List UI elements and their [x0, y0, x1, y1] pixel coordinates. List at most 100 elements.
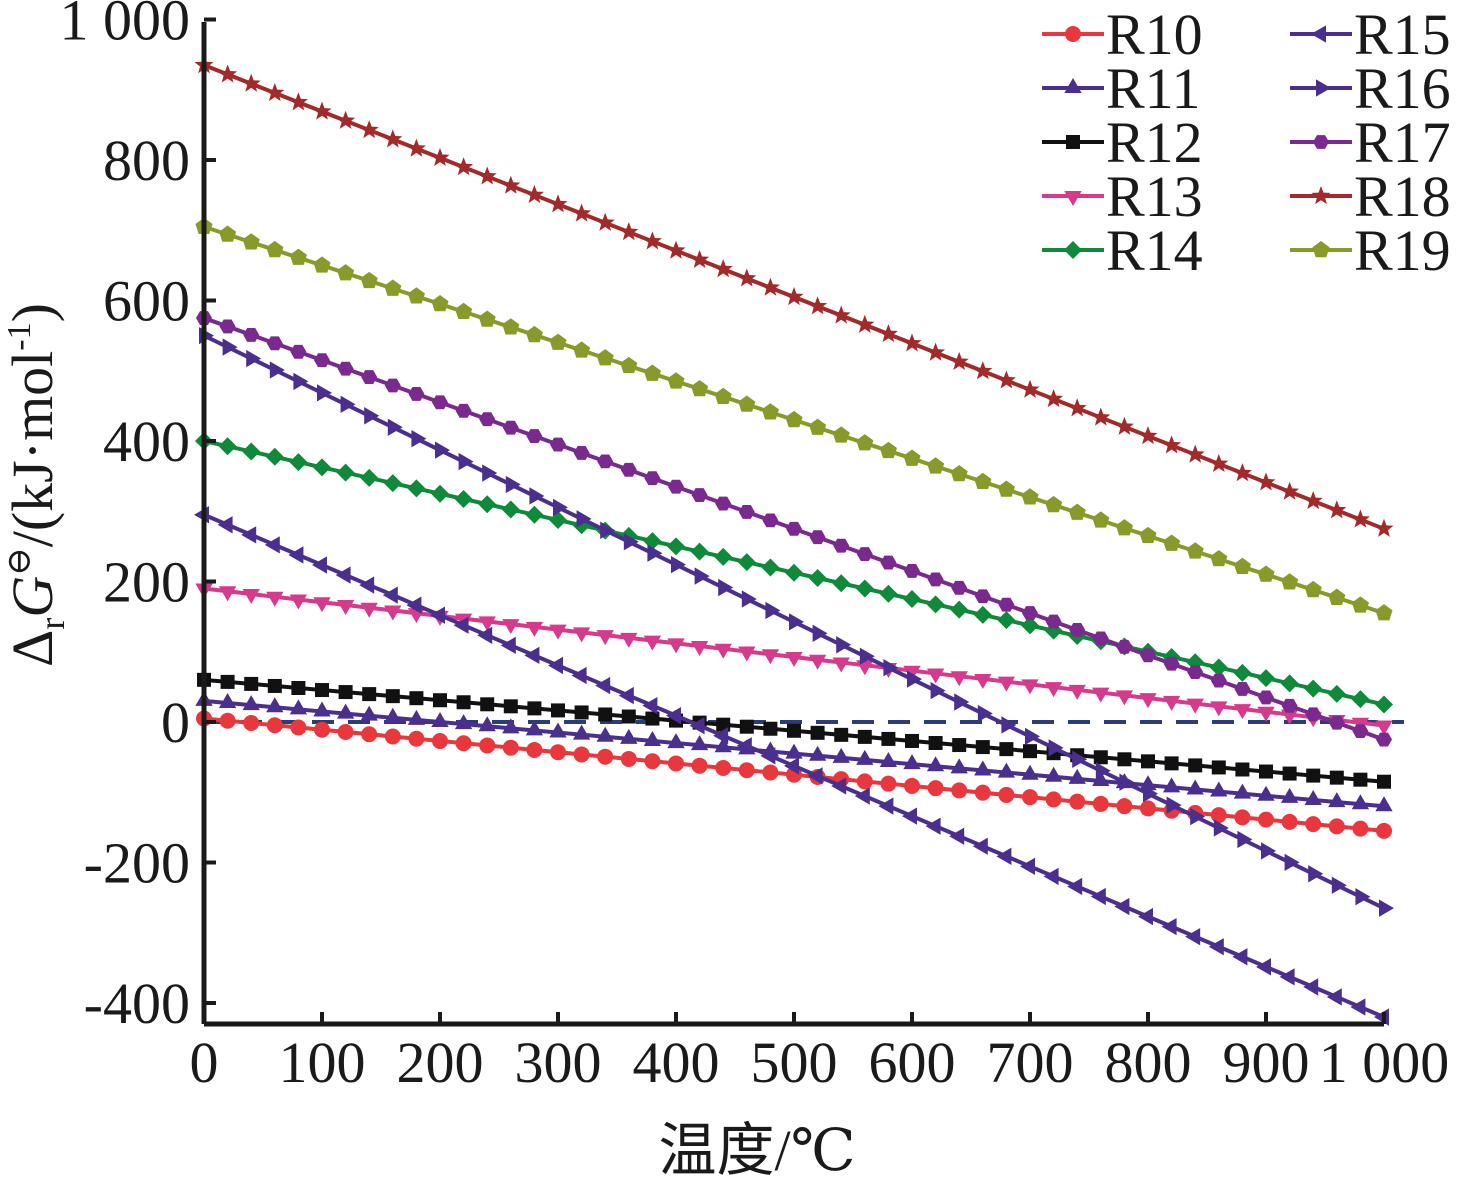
- data-point-R13: [549, 624, 567, 640]
- data-point-R17: [668, 479, 684, 494]
- x-axis-title: 温度/℃: [659, 1118, 856, 1181]
- data-point-R19: [1351, 596, 1369, 613]
- data-point-R13: [525, 621, 544, 637]
- data-point-R18: [477, 166, 497, 185]
- data-point-R13: [620, 632, 638, 648]
- data-point-R18: [926, 342, 946, 361]
- data-point-R13: [1233, 704, 1252, 720]
- legend-swatch-marker: [1065, 26, 1081, 42]
- data-point-R12: [1377, 774, 1391, 789]
- data-point-R10: [1140, 800, 1156, 817]
- y-axis-title-sup: ⊖: [1, 547, 38, 576]
- data-point-R14: [690, 542, 709, 561]
- data-point-R18: [1162, 435, 1182, 454]
- data-point-R11: [832, 747, 850, 763]
- data-point-R17: [1022, 606, 1038, 621]
- data-point-R11: [1328, 792, 1346, 808]
- data-point-R12: [810, 725, 825, 740]
- data-point-R13: [1115, 690, 1134, 706]
- data-point-R18: [359, 120, 379, 139]
- legend-swatch-marker: [1064, 191, 1082, 206]
- data-point-R16: [1331, 876, 1347, 894]
- data-point-R12: [220, 674, 235, 689]
- data-point-R18: [690, 249, 710, 268]
- data-point-R14: [1021, 616, 1039, 635]
- data-point-R11: [242, 695, 260, 711]
- data-point-R15: [854, 787, 870, 805]
- data-point-R12: [1235, 762, 1250, 777]
- y-axis-title-sub: r: [32, 618, 72, 630]
- data-point-R18: [524, 184, 544, 204]
- data-point-R18: [1138, 426, 1158, 445]
- data-point-R12: [787, 723, 801, 738]
- data-point-R11: [643, 730, 662, 746]
- data-point-R17: [337, 361, 354, 376]
- data-point-R12: [385, 689, 400, 704]
- data-point-R14: [289, 453, 308, 472]
- data-point-R13: [1068, 684, 1086, 700]
- data-point-R10: [1092, 795, 1109, 812]
- series-R15: [194, 506, 1389, 1026]
- data-point-R10: [479, 737, 496, 754]
- data-point-R17: [479, 412, 496, 427]
- data-point-R18: [808, 296, 828, 315]
- data-point-R17: [738, 505, 755, 519]
- data-point-R14: [667, 537, 685, 556]
- data-point-R14: [478, 495, 497, 514]
- data-point-R12: [480, 697, 495, 712]
- data-point-R10: [1328, 818, 1345, 835]
- data-point-R15: [1020, 857, 1035, 876]
- data-point-R18: [1280, 481, 1300, 500]
- data-point-R12: [1188, 758, 1203, 773]
- data-point-R16: [907, 670, 922, 688]
- data-point-R15: [902, 807, 917, 825]
- data-point-R11: [1351, 794, 1370, 810]
- data-point-R15: [1185, 928, 1201, 946]
- data-point-R18: [1256, 472, 1276, 491]
- legend-item-R18: R18: [1290, 164, 1451, 229]
- data-point-R16: [222, 338, 238, 356]
- legend-item-R11: R11: [1042, 56, 1201, 121]
- data-point-R12: [527, 701, 542, 716]
- series-R14: [195, 432, 1393, 714]
- data-point-R10: [573, 746, 590, 763]
- data-point-R16: [387, 418, 403, 436]
- legend-label: R14: [1106, 218, 1203, 283]
- data-point-R14: [218, 437, 237, 456]
- data-point-R16: [623, 533, 639, 551]
- data-point-R19: [573, 341, 591, 358]
- legend-swatch-marker: [1066, 135, 1080, 149]
- data-point-R17: [361, 370, 378, 384]
- data-point-R13: [1162, 695, 1181, 711]
- data-point-R15: [312, 556, 327, 574]
- data-point-R11: [1044, 766, 1063, 782]
- data-point-R19: [620, 356, 638, 374]
- data-point-R17: [1281, 698, 1298, 713]
- data-point-R19: [1186, 542, 1204, 559]
- data-point-R16: [340, 395, 356, 413]
- data-point-R10: [337, 723, 354, 740]
- data-point-R19: [856, 434, 874, 451]
- data-point-R13: [1280, 709, 1299, 725]
- data-point-R13: [1139, 693, 1157, 709]
- data-point-R10: [1258, 811, 1274, 828]
- data-point-R17: [904, 564, 920, 578]
- data-point-R16: [317, 384, 332, 402]
- legend-swatch-marker: [1064, 241, 1082, 259]
- data-point-R16: [1025, 727, 1040, 746]
- data-point-R16: [765, 601, 781, 620]
- data-point-R10: [738, 762, 755, 779]
- data-point-R16: [671, 555, 686, 574]
- data-point-R11: [218, 693, 237, 709]
- data-point-R17: [219, 319, 236, 334]
- data-point-R19: [431, 295, 449, 312]
- data-point-R16: [1048, 739, 1064, 757]
- data-point-R12: [1329, 770, 1344, 785]
- data-point-R17: [1163, 656, 1180, 671]
- data-point-R15: [1138, 907, 1153, 926]
- data-point-R17: [762, 513, 779, 528]
- data-point-R19: [525, 325, 543, 343]
- data-point-R16: [859, 647, 875, 665]
- data-point-R12: [574, 705, 589, 720]
